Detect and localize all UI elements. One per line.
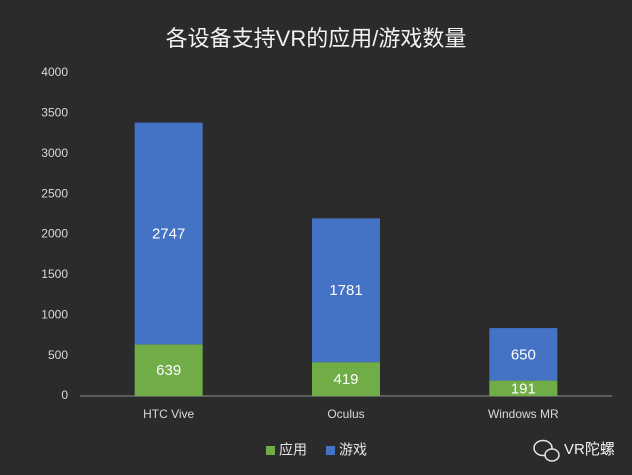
- bar-segment: [489, 380, 558, 396]
- bar-segment: [489, 328, 558, 381]
- bar-segment: [134, 122, 203, 345]
- data-label: 419: [333, 371, 358, 388]
- y-tick-label: 500: [48, 348, 68, 362]
- y-tick-label: 0: [61, 388, 68, 402]
- data-label: 191: [511, 380, 536, 397]
- x-tick-label: HTC Vive: [143, 407, 194, 421]
- bar-segment: [312, 218, 380, 363]
- y-tick-label: 2000: [41, 227, 68, 241]
- data-label: 1781: [329, 282, 362, 299]
- y-tick-label: 4000: [41, 65, 68, 79]
- data-label: 2747: [152, 225, 185, 242]
- legend-label: 游戏: [339, 442, 367, 458]
- y-tick-label: 3000: [41, 146, 68, 160]
- y-tick-label: 2500: [41, 186, 68, 200]
- legend-label: 应用: [279, 442, 307, 458]
- watermark: VR陀螺: [564, 441, 615, 458]
- watermark-icon: [533, 439, 560, 462]
- y-tick-label: 3500: [41, 106, 68, 120]
- x-tick-label: Windows MR: [488, 407, 559, 421]
- x-tick-label: Oculus: [327, 407, 364, 421]
- legend-swatch: [326, 446, 335, 455]
- y-tick-label: 1500: [41, 267, 68, 281]
- bar-segment: [134, 344, 203, 396]
- data-label: 639: [156, 362, 181, 379]
- legend-swatch: [266, 446, 275, 455]
- chart-title: 各设备支持VR的应用/游戏数量: [166, 26, 467, 51]
- y-tick-label: 1000: [41, 307, 68, 321]
- bar-segment: [312, 362, 380, 396]
- data-label: 650: [511, 346, 536, 363]
